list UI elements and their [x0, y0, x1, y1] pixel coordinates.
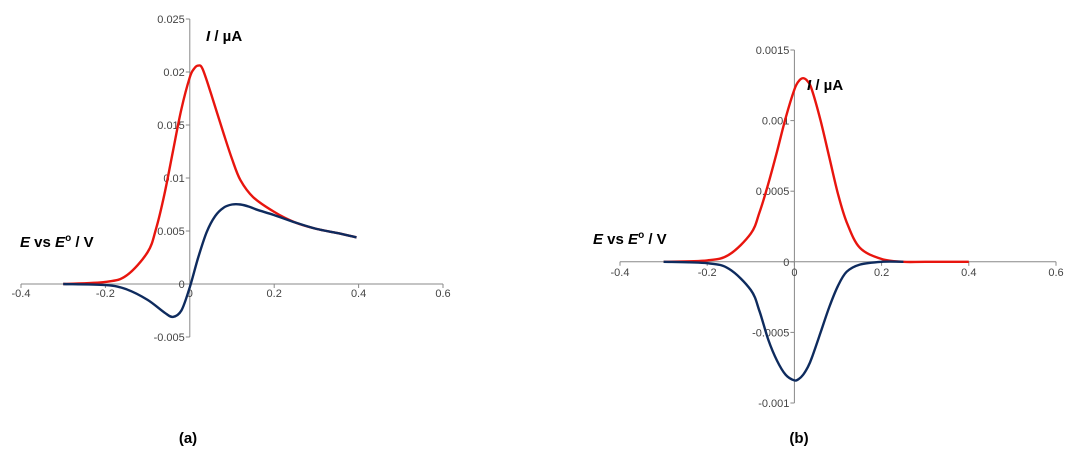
y-axis-title-b: I / µA: [807, 77, 843, 94]
series-line-a-1: [63, 64, 357, 286]
x-tick-label: 0.6: [1048, 267, 1063, 279]
x-tick-label: -0.2: [698, 267, 717, 279]
y-tick-label: 0.0005: [756, 186, 790, 198]
x-tick-label: 0.4: [351, 288, 366, 300]
y-tick-label: 0.001: [762, 116, 790, 128]
x-tick-label: -0.4: [611, 267, 630, 279]
series-line-a-2: [63, 202, 357, 319]
y-tick-label: 0.015: [157, 120, 185, 132]
x-tick-label: 0.6: [435, 288, 450, 300]
panel-label-a: (a): [179, 430, 197, 447]
y-tick-label: -0.0005: [752, 327, 789, 339]
plot-area-b: -0.4 -0.2 0 0.2 0.4 0.6 -0.001 -0.0005 0 0.0005 0.…: [611, 45, 1064, 410]
x-tick-label: 0.2: [874, 267, 889, 279]
plot-area-a: -0.4 -0.2 0 0.2 0.4 0.6-0.00500.0050.010.0150…: [12, 14, 451, 344]
x-tick-label: -0.4: [12, 288, 31, 300]
y-tick-label: 0.02: [163, 67, 184, 79]
y-tick-label: -0.005: [154, 332, 185, 344]
y-tick-label: 0.005: [157, 226, 185, 238]
x-tick-label: 0.4: [961, 267, 976, 279]
x-axis-title-b: E vs Eo / V: [593, 230, 667, 248]
series-line-b-1: [663, 77, 969, 264]
series-line-b-2: [663, 260, 904, 382]
y-tick-label: 0.025: [157, 14, 185, 26]
y-tick-label: 0.0015: [756, 45, 790, 57]
x-tick-label: 0: [791, 267, 797, 279]
y-axis-title-a: I / µA: [206, 28, 242, 45]
chart-panel-b: -0.4 -0.2 0 0.2 0.4 0.6 -0.001 -0.0005 0 0.0005 0.…: [593, 45, 1064, 447]
y-tick-label: 0: [179, 279, 185, 291]
y-tick-label: 0: [783, 257, 789, 269]
x-tick-label: -0.2: [96, 288, 115, 300]
x-axis-title-a: E vs Eo / V: [20, 233, 94, 251]
x-tick-label: 0: [187, 288, 193, 300]
y-tick-label: -0.001: [758, 398, 789, 410]
x-tick-label: 0.2: [267, 288, 282, 300]
chart-panel-a: -0.4 -0.2 0 0.2 0.4 0.6-0.00500.0050.010.0150…: [12, 14, 451, 447]
panel-label-b: (b): [789, 430, 808, 447]
